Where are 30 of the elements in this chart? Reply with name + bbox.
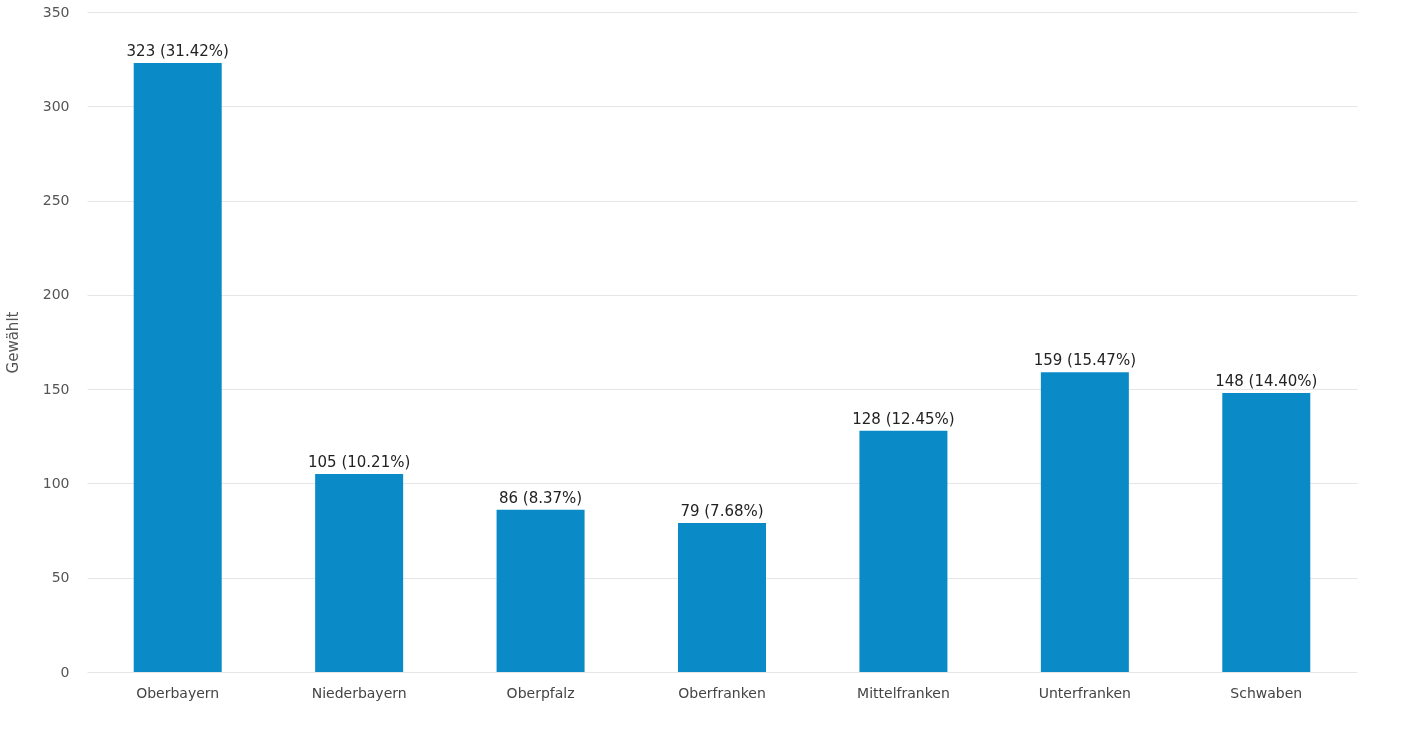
bar (133, 62, 222, 672)
x-tick-label: Oberfranken (678, 684, 766, 701)
bar (678, 523, 766, 672)
bar (1222, 392, 1311, 672)
y-axis-title: Gewählt (3, 311, 22, 374)
data-label: 323 (31.42%) (126, 41, 229, 60)
x-tick-label: Oberbayern (136, 684, 220, 701)
data-label: 105 (10.21%) (307, 453, 411, 471)
x-tick-label: Schwaben (1230, 684, 1303, 701)
data-label: 79 (7.68%) (680, 502, 764, 521)
y-tick-label: 150 (42, 380, 70, 397)
y-tick-label: 250 (42, 192, 70, 209)
data-label: 148 (14.40%) (1215, 371, 1318, 390)
x-tick-label: Oberpfalz (506, 684, 575, 701)
data-label: 128 (12.45%) (852, 409, 955, 428)
bar (315, 474, 404, 672)
y-tick-label: 350 (42, 3, 70, 20)
y-tick-label: 0 (60, 663, 70, 680)
data-label: 86 (8.37%) (498, 488, 583, 507)
data-label: 159 (15.47%) (1033, 351, 1137, 370)
y-tick-label: 200 (42, 286, 70, 303)
x-tick-label: Mittelfranken (857, 684, 950, 701)
x-tick-label: Niederbayern (311, 684, 407, 701)
bar (496, 509, 585, 672)
bar (1040, 372, 1129, 672)
y-tick-label: 100 (42, 474, 70, 491)
y-tick-label: 300 (42, 97, 70, 114)
bar (859, 430, 948, 672)
x-tick-label: Unterfranken (1038, 684, 1131, 701)
y-tick-label: 50 (51, 569, 70, 586)
